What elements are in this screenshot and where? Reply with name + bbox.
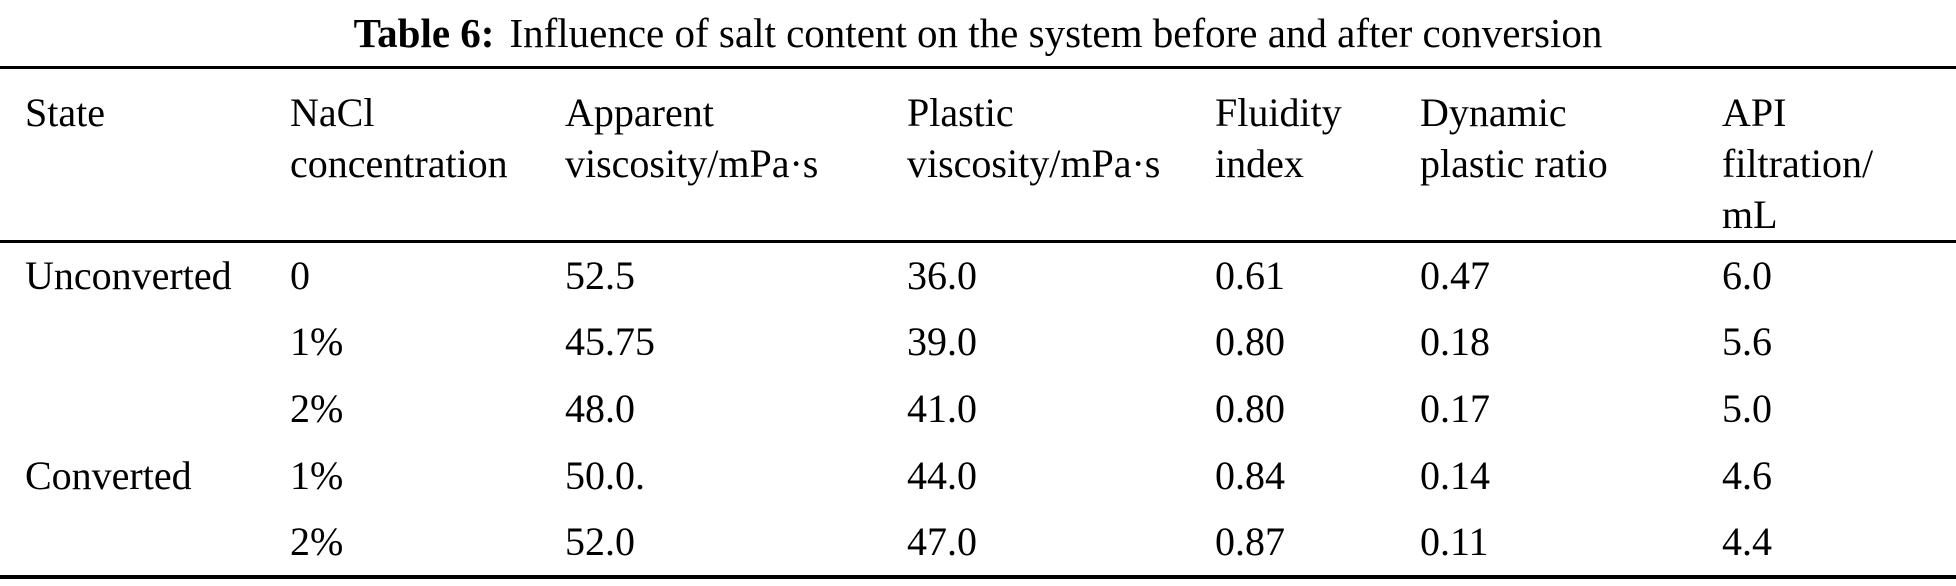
table-cell-apparent-viscosity: 52.5 xyxy=(565,252,635,298)
table-cell-nacl-concentration: 1% xyxy=(290,319,344,364)
table-cell-api-filtration: 5.6 xyxy=(1722,319,1772,364)
table-caption-label: Table 6: xyxy=(353,10,495,56)
table-cell-dynamic-plastic-ratio: 0.18 xyxy=(1420,319,1490,364)
table-cell-plastic-viscosity: 44.0 xyxy=(907,453,977,498)
table-cell-plastic-viscosity: 41.0 xyxy=(907,386,977,431)
table-row: 1% 45.75 39.0 0.80 0.18 5.6 xyxy=(0,309,1956,376)
table-cell-apparent-viscosity: 50.0. xyxy=(565,453,645,498)
column-header-nacl-concentration: NaCl concentration xyxy=(290,90,508,186)
table-cell-nacl-concentration: 1% xyxy=(290,453,344,498)
table-cell-plastic-viscosity: 47.0 xyxy=(907,519,977,564)
table-cell-fluidity-index: 0.80 xyxy=(1215,386,1285,431)
column-header-state: State xyxy=(25,90,105,135)
table-row: Unconverted 0 52.5 36.0 0.61 0.47 6.0 xyxy=(0,242,1956,309)
table-row: Converted 1% 50.0. 44.0 0.84 0.14 4.6 xyxy=(0,443,1956,510)
table-cell-dynamic-plastic-ratio: 0.14 xyxy=(1420,453,1490,498)
table-caption-text: Influence of salt content on the system … xyxy=(509,10,1603,56)
table-cell-state xyxy=(0,309,290,376)
table-row: 2% 48.0 41.0 0.80 0.17 5.0 xyxy=(0,376,1956,443)
table-cell-nacl-concentration: 2% xyxy=(290,519,344,564)
table-cell-state xyxy=(0,376,290,443)
table-cell-apparent-viscosity: 52.0 xyxy=(565,519,635,564)
table-cell-state: Unconverted xyxy=(25,252,232,298)
table-row: 2% 52.0 47.0 0.87 0.11 4.4 xyxy=(0,510,1956,577)
table-cell-fluidity-index: 0.61 xyxy=(1215,252,1285,298)
table-cell-plastic-viscosity: 39.0 xyxy=(907,319,977,364)
table-cell-api-filtration: 5.0 xyxy=(1722,386,1772,431)
table-cell-apparent-viscosity: 45.75 xyxy=(565,319,655,364)
column-header-dynamic-plastic-ratio: Dynamic plastic ratio xyxy=(1420,90,1608,186)
table-cell-state: Converted xyxy=(25,453,192,498)
column-header-apparent-viscosity: Apparent viscosity/mPa·s xyxy=(565,90,819,186)
results-table: State NaCl concentration Apparent viscos… xyxy=(0,66,1956,579)
table-header: State NaCl concentration Apparent viscos… xyxy=(0,68,1956,242)
column-header-api-filtration: API filtration/ mL xyxy=(1722,90,1874,237)
table-caption: Table 6: Influence of salt content on the… xyxy=(0,0,1956,66)
table-cell-api-filtration: 4.6 xyxy=(1722,453,1772,498)
table-cell-api-filtration: 4.4 xyxy=(1722,519,1772,564)
table-cell-apparent-viscosity: 48.0 xyxy=(565,386,635,431)
table-cell-dynamic-plastic-ratio: 0.17 xyxy=(1420,386,1490,431)
table-cell-state xyxy=(0,510,290,577)
table-cell-nacl-concentration: 2% xyxy=(290,386,344,431)
table-cell-plastic-viscosity: 36.0 xyxy=(907,252,977,298)
table-cell-api-filtration: 6.0 xyxy=(1722,252,1772,298)
table-body: Unconverted 0 52.5 36.0 0.61 0.47 6.0 1% 45.75 39… xyxy=(0,242,1956,577)
column-header-plastic-viscosity: Plastic viscosity/mPa·s xyxy=(907,90,1161,186)
table-cell-fluidity-index: 0.87 xyxy=(1215,519,1285,564)
table-cell-fluidity-index: 0.84 xyxy=(1215,453,1285,498)
table-cell-dynamic-plastic-ratio: 0.47 xyxy=(1420,252,1490,298)
table-cell-fluidity-index: 0.80 xyxy=(1215,319,1285,364)
table-cell-nacl-concentration: 0 xyxy=(290,252,310,298)
column-header-fluidity-index: Fluidity index xyxy=(1215,90,1342,186)
table-header-row: State NaCl concentration Apparent viscos… xyxy=(0,68,1956,242)
table-cell-dynamic-plastic-ratio: 0.11 xyxy=(1420,519,1489,564)
